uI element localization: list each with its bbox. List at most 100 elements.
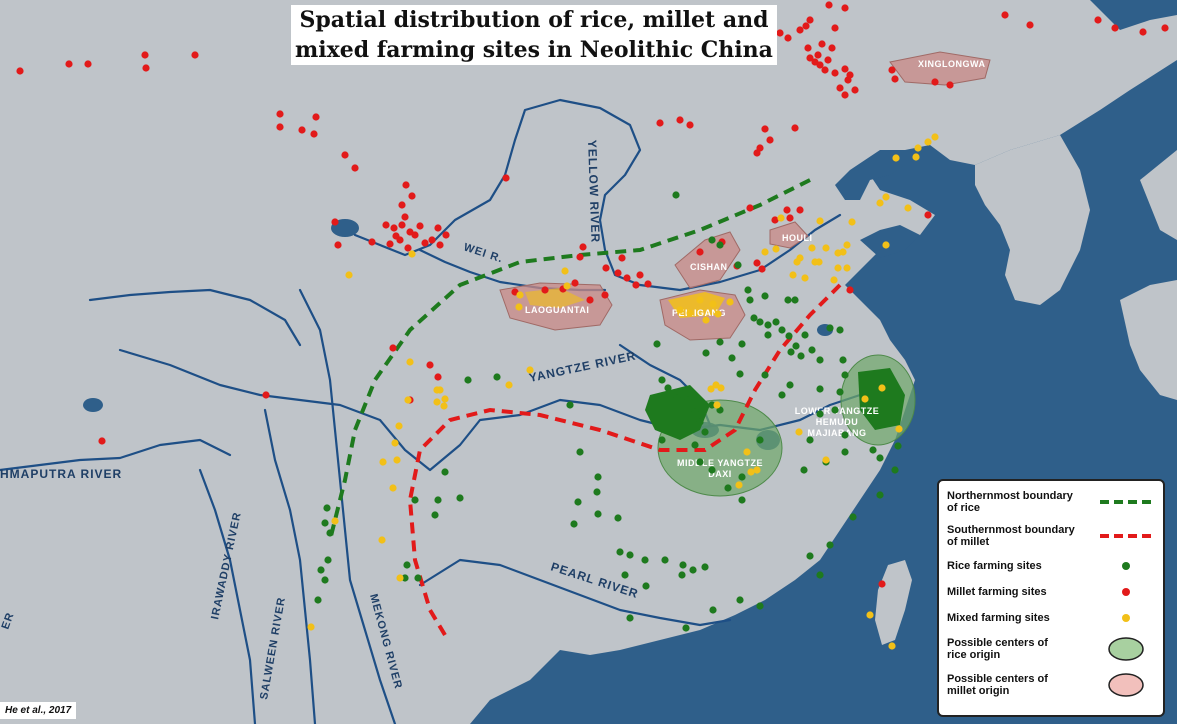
millet-site-dot (761, 125, 769, 133)
mixed-site-dot (839, 248, 847, 256)
source-credit: He et al., 2017 (0, 702, 77, 719)
millet-site-dot (98, 437, 106, 445)
rice-site-dot (841, 448, 849, 456)
millet-site-dot (1026, 21, 1034, 29)
mixed-site-dot (843, 241, 851, 249)
legend-rice-boundary: Northernmost boundary of rice (947, 485, 1155, 519)
rice-site-dot (816, 410, 824, 418)
legend: Northernmost boundary of rice Southernmos… (937, 479, 1165, 717)
mixed-site-dot (516, 291, 524, 299)
rice-site-dot (738, 340, 746, 348)
daxi-label: DAXI (708, 469, 732, 479)
mixed-site-dot (395, 422, 403, 430)
mixed-site-dot (396, 574, 404, 582)
rice-site-dot (801, 331, 809, 339)
mekong-river (298, 288, 397, 724)
millet-site-dot (758, 265, 766, 273)
millet-site-dot (846, 286, 854, 294)
rice-site-dot (756, 602, 764, 610)
millet-site-dot (191, 51, 199, 59)
salween-river (263, 408, 317, 724)
mixed-site-dot (707, 385, 715, 393)
millet-site-dot (791, 124, 799, 132)
mixed-site-dot (861, 395, 869, 403)
millet-site-dot (814, 51, 822, 59)
mixed-site-dot (815, 258, 823, 266)
millet-site-dot (276, 123, 284, 131)
map-title: Spatial distribution of rice, millet and… (291, 5, 777, 65)
millet-site-dot (310, 130, 318, 138)
legend-millet-origin-line1: Possible centers of (947, 673, 1048, 685)
rice-site-dot (626, 614, 634, 622)
millet-site-dot (401, 213, 409, 221)
rice-site-dot (566, 401, 574, 409)
rice-site-dot (786, 381, 794, 389)
mixed-site-dot (801, 274, 809, 282)
mixed-site-dot (345, 271, 353, 279)
rice-site-dot (894, 442, 902, 450)
laoguantai-label: LAOGUANTAI (525, 305, 589, 315)
mixed-site-dot (379, 458, 387, 466)
rice-site-dot (724, 484, 732, 492)
rice-site-dot (684, 396, 692, 404)
rice-site-dot (642, 582, 650, 590)
millet-site-dot (262, 391, 270, 399)
legend-mixed-sites-label: Mixed farming sites (947, 612, 1050, 624)
rice-site-dot (816, 356, 824, 364)
rice-site-dot (411, 496, 419, 504)
millet-site-dot (382, 221, 390, 229)
millet-site-dot (390, 224, 398, 232)
rice-site-dot (709, 606, 717, 614)
rice-site-dot (673, 394, 681, 402)
west-lake (83, 398, 103, 412)
legend-rice-sites-label: Rice farming sites (947, 560, 1042, 572)
mixed-site-dot (830, 276, 838, 284)
millet-site-dot (825, 1, 833, 9)
mixed-site-dot (331, 517, 339, 525)
rice-site-dot (661, 556, 669, 564)
rice-site-swatch (1122, 562, 1130, 570)
rice-site-dot (326, 529, 334, 537)
mixed-site-dot (393, 456, 401, 464)
rice-site-dot (682, 624, 690, 632)
millet-site-dot (931, 78, 939, 86)
legend-millet-origin-line2: millet origin (947, 685, 1010, 697)
millet-site-dot (436, 241, 444, 249)
mixed-site-dot (561, 267, 569, 275)
millet-site-dot (766, 136, 774, 144)
millet-site-dot (776, 29, 784, 37)
millet-site-dot (836, 84, 844, 92)
millet-site-dot (406, 228, 414, 236)
mixed-site-dot (772, 245, 780, 253)
mixed-site-dot (761, 248, 769, 256)
millet-boundary-swatch (1100, 534, 1152, 538)
millet-site-dot (946, 81, 954, 89)
legend-millet-sites-label: Millet farming sites (947, 586, 1047, 598)
yellow-river-label: YELLOW RIVER (585, 140, 603, 244)
legend-rice-origin-line1: Possible centers of (947, 637, 1048, 649)
millet-site-dot (601, 291, 609, 299)
mixed-site-dot (834, 264, 842, 272)
mixed-site-dot (712, 381, 720, 389)
rice-site-dot (750, 314, 758, 322)
mixed-site-dot (795, 428, 803, 436)
rice-site-dot (744, 286, 752, 294)
rice-site-dot (791, 296, 799, 304)
rice-site-dot (441, 468, 449, 476)
mixed-site-dot (404, 396, 412, 404)
mixed-site-dot (912, 153, 920, 161)
mixed-site-dot (924, 138, 932, 146)
millet-boundary-line (407, 283, 842, 637)
millet-site-dot (878, 580, 886, 588)
mixed-site-dot (866, 611, 874, 619)
mixed-site-dot (796, 254, 804, 262)
rice-site-dot (614, 514, 622, 522)
millet-site-dot (1111, 24, 1119, 32)
rice-site-dot (323, 504, 331, 512)
millet-site-dot (84, 60, 92, 68)
rice-site-dot (716, 241, 724, 249)
rice-site-dot (321, 576, 329, 584)
rice-site-dot (836, 388, 844, 396)
mixed-site-dot (914, 144, 922, 152)
mixed-site-dot (406, 358, 414, 366)
